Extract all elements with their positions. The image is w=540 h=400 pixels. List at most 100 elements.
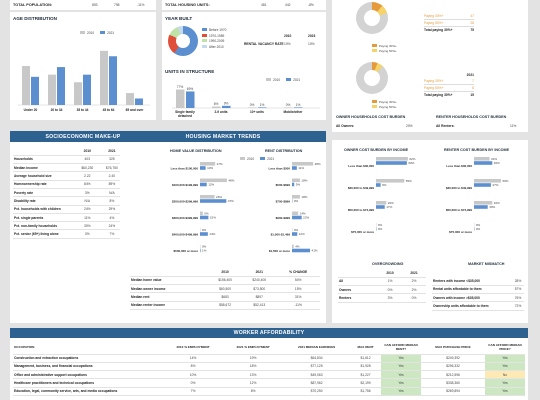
renter-cost-bar-30-000-to-49-999-2021 — [474, 183, 491, 187]
rent-tick-500-699: $500-$699 — [276, 183, 291, 187]
age-distribution-chart: Under 20 20 to 34 35 to 44 45 to 64 65 and o… — [18, 50, 150, 112]
housing-market-panel: HOUSING MARKET TRENDS HOME VALUE DISTRIB… — [120, 131, 326, 323]
renter-cost-label-30-000-to-49-999-2010: 59% — [502, 179, 508, 183]
age-bar-65-and-over-2010 — [126, 93, 134, 105]
worker-col-2021-employment: 2021 % EMPLOYMENT — [223, 340, 284, 355]
owner-cost-tick-30-000-to-49-999: $30,000 to $49,999 — [348, 186, 375, 190]
market-cell-3: 54% — [276, 276, 320, 286]
overcrowding-col-2010: 2010 — [378, 269, 402, 278]
mismatch-table: Renters with income <$35,000 28% Rental un… — [432, 277, 524, 311]
socio-cell-2: 8% — [99, 196, 125, 206]
renter-cost-bar-50-000-to-74-999-2010 — [474, 201, 493, 205]
legend-2010-label: 2010 — [87, 31, 95, 35]
market-cell-2: $897 — [242, 292, 277, 302]
overcrowding-header-row: 2010 2021 — [338, 269, 426, 278]
renter-legend-30: Paying 30%+ — [372, 100, 397, 105]
year-built-title: YEAR BUILT — [165, 16, 193, 21]
age-bar-under-20-2021 — [31, 76, 39, 105]
age-bar-45-to-64-2010 — [100, 50, 108, 105]
home-label-300-000-399-999-2010: 5% — [204, 212, 209, 216]
worker-cell-2: 18% — [223, 362, 284, 372]
home-bar-400-000-499-999-2021 — [200, 232, 208, 236]
home-bar-100-000-199-999-2010 — [200, 178, 227, 183]
overcrowding-cell-2: 0% — [402, 293, 426, 303]
housing-change: -8% — [308, 3, 314, 7]
home-tick-200-000-299-999: $200,000-$299,999 — [172, 199, 198, 203]
mismatch-cell-1: 57% — [512, 285, 524, 295]
owner-cost-bar-less-than-30-000-2010 — [376, 157, 408, 161]
market-cell-1: $60,500 — [208, 284, 243, 294]
worker-row: Healthcare practitioners and technical o… — [13, 378, 525, 388]
units-tick-mobile-other: Mobile/other — [284, 110, 304, 114]
socio-cell-2: 7% — [99, 229, 125, 239]
rental-vacancy-label: RENTAL VACANCY RATE — [244, 42, 284, 46]
worker-table: OCCUPATION 2010 % EMPLOYMENT 2021 % EMPLOY… — [13, 340, 525, 397]
units-tick-10-units: 10+ units — [250, 110, 264, 114]
rent-label-900-999-2010: 14% — [300, 212, 306, 216]
worker-cell-1: 0% — [163, 378, 224, 388]
renter-legend-50: Paying 50%+ — [372, 105, 397, 110]
cost-burden-panel: Paying 30%+ 47 Paying 50%+ 28 Total paying… — [332, 0, 528, 130]
renter-cost-income-title: RENTER COST BURDEN BY INCOME — [444, 148, 510, 152]
renter-total-label: Total paying 30%+ — [424, 93, 453, 97]
home-bar-500-000-or-more-2021 — [200, 248, 201, 253]
owner-paying-30-value: 47 — [470, 14, 474, 18]
renter-burden-year: 2021 — [466, 73, 474, 77]
worker-cell-4: $1,756 — [350, 387, 382, 397]
market-col-2010: 2010 — [208, 268, 243, 277]
renter-cost-bar-less-than-30-000-2010 — [474, 157, 490, 161]
units-bar-single-family-detached-2010 — [176, 89, 185, 108]
age-tick-20-to-34: 20 to 34 — [51, 108, 63, 112]
housing-market-header: HOUSING MARKET TRENDS — [120, 131, 326, 142]
renter-burden-table: 2021 Paying 30%+ 7 Paying 50%+ 8 Total pay… — [424, 72, 474, 98]
worker-affordability-panel: WORKER AFFORDABILITY OCCUPATION 2010 % EM… — [10, 328, 528, 400]
units-tick2-single-family-detached: detached — [178, 114, 192, 118]
worker-cell-6: $269,894 — [421, 387, 485, 397]
rent-label-less-than-500-2010: 48% — [315, 162, 321, 166]
worker-cell-0: Office and administrative support occupa… — [13, 370, 163, 380]
units-bar-mobile-other-2021 — [294, 107, 303, 108]
legend-1970-1989: 1970-1989 — [202, 33, 226, 40]
owner-cost-label-75-000-or-more-2021: 0% — [378, 227, 383, 231]
worker-cell-2: 8% — [223, 387, 284, 397]
socio-cell-2: $76,750 — [99, 163, 125, 173]
socio-cell-2: 325 — [99, 155, 125, 165]
market-mismatch-title: MARKET MISMATCH — [468, 262, 505, 266]
owner-legend-30-label: Paying 30%+ — [379, 44, 397, 48]
age-bar-35-to-44-2021 — [83, 74, 91, 105]
worker-cell-7: Yes — [485, 354, 525, 363]
owner-cost-bar-50-000-to-74-999-2010 — [376, 201, 387, 205]
units-label-mobile-other-2021: 1% — [296, 103, 301, 107]
socio-cell-0: Pct. single parents — [13, 213, 75, 223]
overcrowding-row: All 1% 2% — [338, 277, 426, 287]
all-owners-label: All Owners: — [336, 124, 355, 128]
market-cell-1: $156,400 — [208, 276, 243, 286]
rent-bar-less-than-500-2010 — [292, 162, 314, 166]
overcrowding-cell-0: Renters — [338, 293, 378, 303]
worker-cell-1: 8% — [163, 362, 224, 372]
units-label-2-9-units-2010: 6% — [214, 102, 219, 106]
age-tick-65-and-over: 65 and over — [126, 108, 144, 112]
worker-cell-2: 13% — [223, 370, 284, 380]
home-label-500-000-or-more-2010: 0% — [202, 245, 207, 249]
overcrowding-cell-1: 3% — [378, 293, 402, 303]
owner-cost-tick-75-000-or-more: $75,000 or more — [351, 230, 374, 234]
home-label-400-000-499-999-2010: 0% — [202, 228, 207, 232]
rent-label-1-500-or-more-2021: 41% — [312, 249, 318, 253]
units-label-single-family-detached-2021: 69% — [187, 87, 194, 91]
market-row: Median rent $683 $897 31% — [130, 292, 320, 302]
socio-cell-1: 84% — [75, 180, 100, 190]
socio-cell-0: Pct. non-family households — [13, 221, 75, 231]
mismatch-cell-1: 72% — [512, 301, 524, 311]
vacancy-col-2023: 2023 — [308, 34, 316, 38]
mismatch-cell-1: 28% — [512, 277, 524, 286]
overcrowding-cell-2: 2% — [402, 277, 426, 287]
worker-cell-2: 19% — [223, 354, 284, 363]
home-label-400-000-499-999-2021: 14% — [209, 232, 215, 236]
socio-cell-0: Disability rate — [13, 196, 75, 206]
age-bar-under-20-2010 — [22, 66, 30, 105]
owner-cost-income-title: OWNER COST BURDEN BY INCOME — [344, 148, 409, 152]
worker-cell-5: Yes — [381, 378, 422, 388]
home-bar-less-than-100-000-2021 — [200, 166, 206, 170]
rent-label-1-500-or-more-2010: 4% — [295, 245, 300, 249]
